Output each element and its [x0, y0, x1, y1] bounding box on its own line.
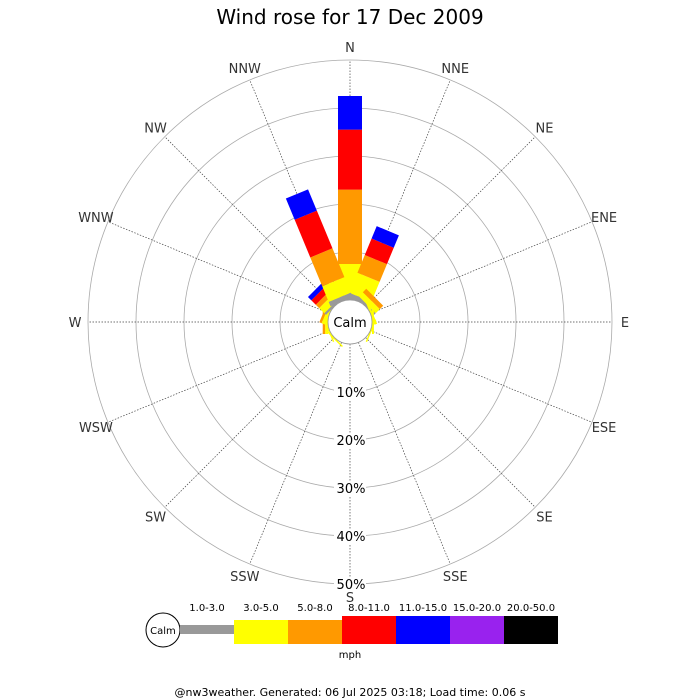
percent-label-3: 30%	[337, 482, 366, 497]
direction-label-nw: NW	[144, 122, 167, 137]
direction-label-n: N	[345, 41, 355, 56]
spoke-nw	[164, 136, 335, 307]
bar-nne-3.0-5.0	[349, 272, 380, 302]
spoke-sw	[164, 337, 335, 508]
spoke-se	[365, 337, 536, 508]
bar-nnw-3.0-5.0	[322, 277, 351, 302]
percent-label-bg-4	[334, 529, 366, 544]
direction-label-wnw: WNW	[78, 211, 114, 226]
legend-swatch-1.0-3.0	[180, 625, 234, 634]
direction-label-nne: NNE	[441, 62, 469, 77]
direction-label-nnw: NNW	[229, 62, 261, 77]
legend-swatch-15.0-20.0	[450, 616, 504, 644]
direction-label-se: SE	[536, 510, 552, 525]
bar-nne-11.0-15.0	[371, 226, 399, 248]
direction-label-e: E	[621, 316, 629, 331]
legend-label-5.0-8.0: 5.0-8.0	[297, 603, 332, 614]
direction-label-s: S	[346, 591, 354, 606]
direction-label-ese: ESE	[592, 421, 617, 436]
legend-label-11.0-15.0: 11.0-15.0	[399, 603, 447, 614]
bar-ne-3.0-5.0	[358, 292, 380, 314]
percent-label-bg-3	[334, 481, 366, 496]
calm-center: Calm	[327, 299, 373, 345]
calm-label: Calm	[333, 316, 366, 331]
direction-label-ene: ENE	[591, 211, 617, 226]
legend-units: mph	[339, 650, 361, 661]
direction-label-w: W	[69, 316, 82, 331]
direction-label-ssw: SSW	[230, 570, 260, 585]
bar-ese-3.0-5.0	[365, 319, 377, 343]
spoke-wsw	[107, 330, 330, 423]
bar-nnw-11.0-15.0	[285, 189, 317, 220]
spoke-ne	[365, 136, 536, 307]
chart-title: Wind rose for 17 Dec 2009	[216, 5, 483, 29]
legend-swatch-3.0-5.0	[234, 620, 288, 644]
spoke-ene	[370, 221, 593, 314]
legend-label-8.0-11.0: 8.0-11.0	[348, 603, 390, 614]
percent-label-4: 40%	[337, 530, 366, 545]
legend-swatch-11.0-15.0	[396, 616, 450, 644]
spoke-wnw	[107, 221, 330, 314]
percent-labels: 10% 20% 30% 40% 50%	[334, 385, 366, 593]
percent-label-1: 10%	[337, 386, 366, 401]
percent-label-bg-2	[334, 433, 366, 448]
direction-label-sse: SSE	[443, 570, 468, 585]
legend-label-1.0-3.0: 1.0-3.0	[189, 603, 224, 614]
spoke-ssw	[249, 342, 342, 565]
bar-n-5.0-8.0	[338, 189, 362, 264]
speed-legend: Calm 1.0-3.0 3.0-5.0 5.0-8.0 8.0-11.0 11.0-1…	[145, 603, 558, 661]
bar-nnw-1.0-3.0	[328, 292, 353, 307]
legend-label-20.0-50.0: 20.0-50.0	[507, 603, 555, 614]
bar-ene-3.0-5.0	[365, 301, 378, 325]
percent-label-bg-1	[334, 385, 366, 400]
spoke-sse	[358, 342, 451, 565]
direction-label-sw: SW	[145, 510, 166, 525]
direction-labels: N NNE NE ENE E ESE SE SSE S SSW SW WSW W WNW NW NNW	[69, 41, 630, 606]
legend-swatch-5.0-8.0	[288, 620, 342, 644]
footer-text: @nw3weather. Generated: 06 Jul 2025 03:1…	[175, 686, 526, 699]
bar-n-11.0-15.0	[338, 96, 362, 130]
legend-swatch-20.0-50.0	[504, 616, 558, 644]
percent-label-5: 50%	[337, 578, 366, 593]
bar-nne-5.0-8.0	[357, 254, 387, 282]
legend-swatch-8.0-11.0	[342, 616, 396, 644]
wind-bars	[285, 96, 399, 348]
legend-label-15.0-20.0: 15.0-20.0	[453, 603, 501, 614]
legend-label-3.0-5.0: 3.0-5.0	[243, 603, 278, 614]
percent-label-2: 20%	[337, 434, 366, 449]
bar-nnw-8.0-11.0	[294, 210, 333, 258]
direction-spokes	[88, 60, 612, 584]
legend-calm-label: Calm	[150, 626, 176, 637]
direction-label-ne: NE	[535, 122, 553, 137]
percent-label-bg-5	[334, 577, 366, 592]
bar-ne-5.0-8.0	[362, 288, 384, 310]
bar-n-8.0-11.0	[338, 129, 362, 190]
bar-nnw-5.0-8.0	[310, 248, 345, 287]
bar-nne-8.0-11.0	[364, 238, 394, 265]
spoke-ese	[370, 330, 593, 423]
direction-label-wsw: WSW	[79, 421, 113, 436]
